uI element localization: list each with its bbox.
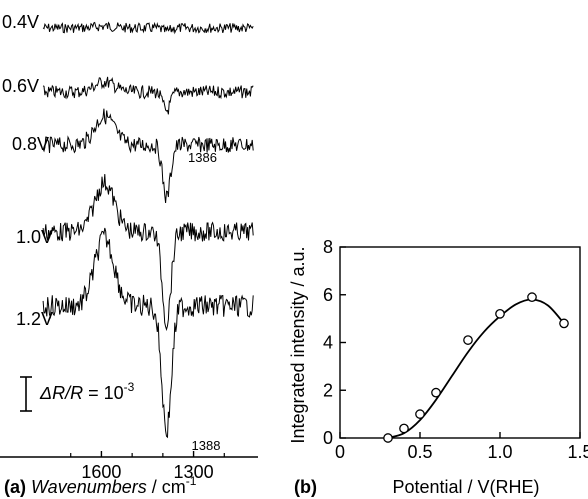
- panel-b-x-axis-title: Potential / V(RHE): [392, 477, 539, 497]
- spectra-labels: 0.4V 0.6V 0.8V 1.0V 1.2V: [2, 12, 53, 329]
- spectra-group: [42, 21, 254, 439]
- data-point: [463, 335, 473, 345]
- x-tick-label: 0.5: [407, 442, 432, 462]
- panel-b-label: (b): [294, 477, 317, 497]
- y-tick-label: 8: [323, 237, 333, 257]
- spectrum-label: 0.4V: [2, 12, 39, 32]
- y-tick-label: 2: [323, 380, 333, 400]
- data-point: [383, 433, 393, 443]
- spectrum-line: [42, 227, 254, 439]
- data-point: [399, 423, 409, 434]
- panel-a-ir-spectra: 0.4V 0.6V 0.8V 1.0V 1.2V 1386 1388 ΔR/R = 10…: [0, 12, 258, 497]
- panel-b-plot-frame: [339, 246, 581, 439]
- panel-a-x-axis-title: (a) Wavenumbers / cm-1: [4, 474, 197, 497]
- spectrum-label: 1.2V: [16, 309, 53, 329]
- data-point: [527, 292, 537, 302]
- spectrum-line: [42, 108, 254, 204]
- x-tick-label: 1600: [81, 462, 121, 482]
- spectrum-line: [42, 21, 254, 35]
- spectrum-label: 1.0V: [16, 227, 53, 247]
- x-tick-label: 0: [335, 442, 345, 462]
- y-tick-label: 0: [323, 428, 333, 448]
- data-point: [431, 387, 441, 398]
- data-points: [383, 292, 569, 443]
- spectrum-label: 0.6V: [2, 76, 39, 96]
- spectrum-line: [42, 174, 254, 332]
- annotation-1388: 1388: [192, 438, 221, 453]
- panel-b-ticks: 0 0.5 1.0 1.5 0 2 4 6 8: [323, 237, 588, 462]
- panel-b-y-axis-title: Integrated intensity / a.u.: [288, 246, 308, 443]
- panel-a-x-ticks: 1600 1300: [70, 451, 225, 482]
- spectrum-label: 0.8V: [12, 134, 49, 154]
- data-point: [495, 308, 505, 319]
- spectrum-line: [42, 76, 254, 115]
- x-tick-label: 1.5: [567, 442, 588, 462]
- scalebar-label: ΔR/R = 10-3: [39, 380, 135, 403]
- data-point: [559, 318, 569, 329]
- panel-b-intensity-plot: 0 0.5 1.0 1.5 0 2 4 6 8 Integrated intensity / a…: [288, 237, 588, 497]
- fit-curve: [387, 298, 565, 439]
- y-tick-label: 6: [323, 285, 333, 305]
- x-tick-label: 1300: [174, 462, 214, 482]
- scalebar: ΔR/R = 10-3: [20, 376, 135, 412]
- x-tick-label: 1.0: [487, 442, 512, 462]
- annotation-1386: 1386: [188, 150, 217, 165]
- y-tick-label: 4: [323, 333, 333, 353]
- data-point: [415, 409, 425, 419]
